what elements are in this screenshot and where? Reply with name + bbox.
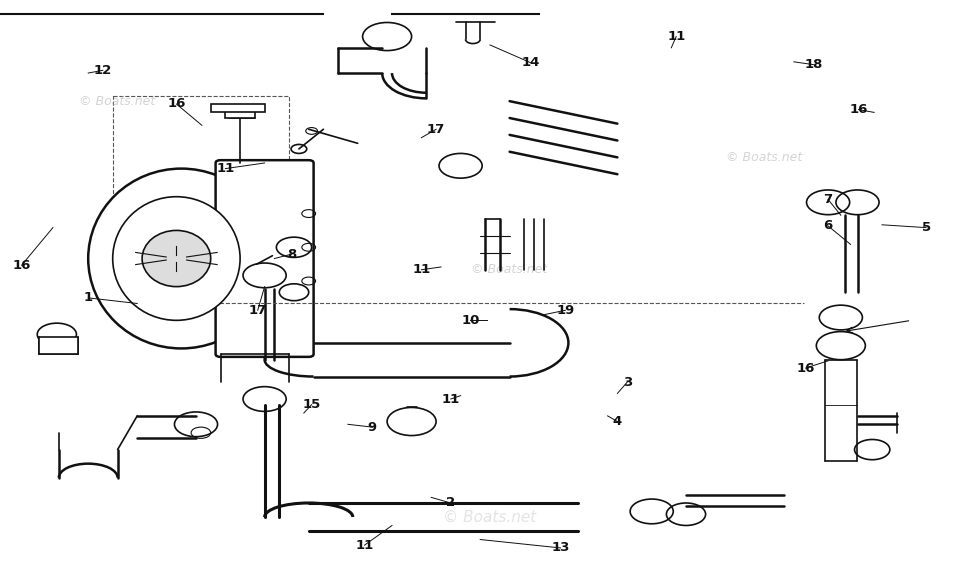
Text: 11: 11 — [217, 162, 234, 175]
Text: © Boats.net: © Boats.net — [79, 94, 156, 108]
Text: 8: 8 — [287, 247, 297, 261]
Text: 2: 2 — [446, 496, 456, 510]
Text: © Boats.net: © Boats.net — [726, 151, 803, 164]
Text: 16: 16 — [797, 361, 814, 375]
Text: 10: 10 — [462, 314, 479, 327]
Text: 13: 13 — [552, 541, 569, 555]
FancyBboxPatch shape — [216, 160, 314, 357]
Text: 9: 9 — [368, 420, 377, 434]
Text: 17: 17 — [427, 123, 445, 136]
Text: 15: 15 — [303, 398, 320, 411]
Text: 11: 11 — [667, 30, 685, 43]
Text: 11: 11 — [442, 392, 460, 406]
Bar — [39, 337, 78, 354]
Text: 17: 17 — [249, 303, 267, 317]
Text: © Boats.net: © Boats.net — [471, 263, 548, 277]
Text: 19: 19 — [557, 303, 574, 317]
Bar — [225, 110, 255, 118]
Text: 4: 4 — [612, 415, 622, 428]
Text: 3: 3 — [622, 375, 632, 389]
Text: 14: 14 — [522, 56, 540, 70]
Text: 1: 1 — [83, 291, 93, 305]
Text: 18: 18 — [805, 58, 822, 71]
Ellipse shape — [113, 197, 240, 320]
Text: 11: 11 — [356, 538, 373, 552]
Text: 11: 11 — [413, 263, 430, 277]
Ellipse shape — [88, 169, 274, 348]
Text: 16: 16 — [13, 259, 30, 272]
Bar — [113, 96, 289, 275]
Text: 7: 7 — [823, 193, 833, 206]
Ellipse shape — [142, 230, 211, 287]
Text: 12: 12 — [94, 64, 112, 77]
Text: 5: 5 — [921, 221, 931, 234]
Text: 16: 16 — [850, 103, 867, 116]
Text: 16: 16 — [168, 97, 185, 111]
Circle shape — [165, 252, 188, 265]
Text: 6: 6 — [823, 219, 833, 233]
Bar — [211, 104, 265, 112]
Text: © Boats.net: © Boats.net — [443, 510, 537, 524]
